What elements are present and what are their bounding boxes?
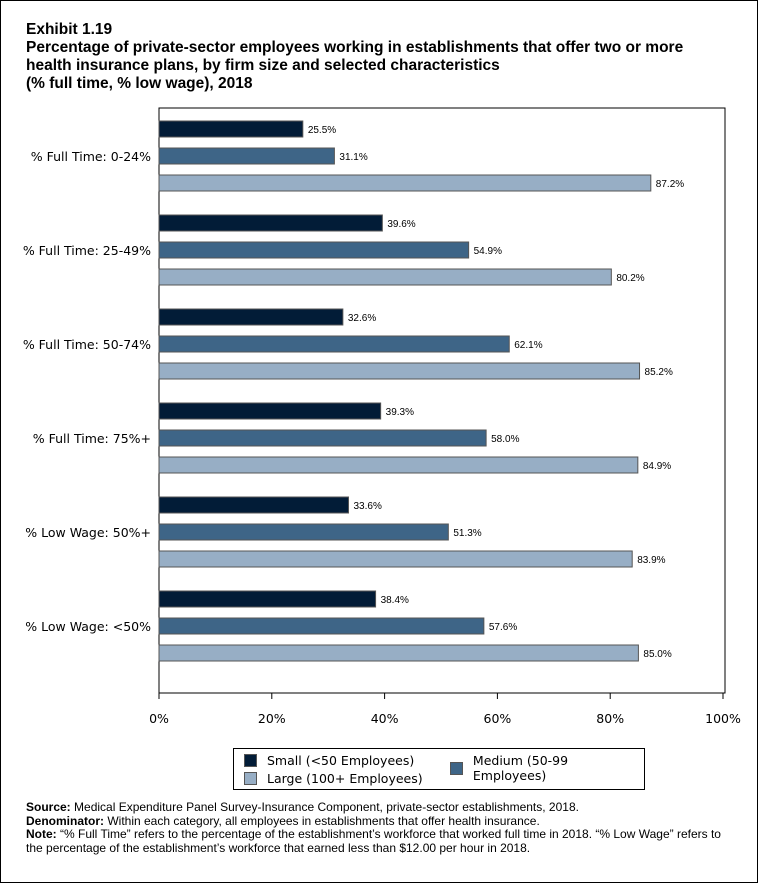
legend-item-medium: Medium (50-99 Employees)	[450, 753, 644, 783]
note-label: Source:	[26, 800, 71, 814]
data-label: 31.1%	[339, 152, 367, 163]
note-text: Within each category, all employees in e…	[104, 813, 540, 828]
data-label: 38.4%	[381, 595, 409, 606]
category-label: % Full Time: 0-24%	[31, 149, 151, 164]
legend-item-small: Small (<50 Employees)	[244, 753, 414, 768]
bar	[158, 268, 612, 286]
definition-note: Note: “% Full Time” refers to the percen…	[26, 827, 736, 855]
note-text: Medical Expenditure Panel Survey-Insuran…	[70, 800, 579, 814]
bar	[158, 429, 487, 447]
category-label: % Low Wage: 50%+	[25, 525, 151, 540]
source-note: Source: Medical Expenditure Panel Survey…	[26, 800, 736, 815]
data-label: 85.2%	[645, 367, 673, 378]
category-label: % Full Time: 25-49%	[23, 243, 151, 258]
note-text: “% Full Time” refers to the percentage o…	[26, 827, 721, 855]
x-tick-label: 60%	[484, 711, 512, 726]
bar	[158, 402, 382, 420]
x-tick-label: 0%	[149, 711, 169, 726]
legend-swatch-large	[244, 772, 257, 785]
data-label: 80.2%	[616, 273, 644, 284]
data-label: 32.6%	[348, 313, 376, 324]
x-tick-label: 100%	[705, 711, 741, 726]
legend: Small (<50 Employees) Medium (50-99 Empl…	[233, 748, 645, 790]
category-label: % Low Wage: <50%	[25, 619, 151, 634]
data-label: 83.9%	[637, 555, 665, 566]
bar	[158, 496, 350, 514]
data-label: 51.3%	[453, 528, 481, 539]
data-label: 84.9%	[643, 461, 671, 472]
bar-chart: 25.5% 31.1% 87.2% % Full Time: 0-24% 39.6% 54…	[23, 107, 741, 726]
bar	[158, 550, 633, 568]
denominator-note: Denominator: Within each category, all e…	[26, 813, 736, 829]
data-label: 57.6%	[489, 622, 517, 633]
bar	[158, 644, 639, 662]
data-label: 39.3%	[386, 407, 414, 418]
data-label: 87.2%	[656, 179, 684, 190]
legend-swatch-medium	[450, 761, 463, 775]
chart-title-line-1: Percentage of private-sector employees w…	[26, 39, 684, 56]
bar	[158, 174, 652, 192]
bar	[158, 147, 335, 165]
bar	[158, 335, 510, 353]
data-label: 85.0%	[643, 649, 671, 660]
legend-label-large: Large (100+ Employees)	[267, 771, 423, 786]
chart-title-line-3: (% full time, % low wage), 2018	[26, 75, 253, 92]
data-label: 39.6%	[387, 219, 415, 230]
category-label: % Full Time: 75%+	[33, 431, 151, 446]
bar	[158, 362, 641, 380]
bar	[158, 120, 304, 138]
legend-label-small: Small (<50 Employees)	[267, 753, 415, 768]
notes: Source: Medical Expenditure Panel Survey…	[26, 800, 736, 855]
bar	[158, 241, 470, 259]
x-tick-label: 80%	[596, 711, 624, 726]
legend-item-large: Large (100+ Employees)	[244, 771, 423, 786]
data-label: 25.5%	[308, 125, 336, 136]
legend-label-medium: Medium (50-99 Employees)	[472, 753, 569, 783]
note-label: Denominator:	[26, 813, 104, 828]
exhibit-number: Exhibit 1.19	[26, 21, 113, 38]
x-tick-label: 20%	[258, 711, 286, 726]
bar	[158, 456, 639, 474]
x-tick-label: 40%	[371, 711, 399, 726]
bar	[158, 590, 377, 608]
bar	[158, 523, 449, 541]
bar	[158, 308, 344, 326]
data-label: 33.6%	[354, 501, 382, 512]
plot-area	[158, 107, 726, 694]
legend-swatch-small	[244, 754, 257, 767]
data-label: 62.1%	[514, 340, 542, 351]
bar	[158, 214, 383, 232]
chart-title-line-2: health insurance plans, by firm size and…	[26, 57, 500, 74]
category-label: % Full Time: 50-74%	[23, 337, 151, 352]
data-label: 58.0%	[491, 434, 519, 445]
data-label: 54.9%	[474, 246, 502, 257]
bar	[158, 617, 485, 635]
note-label: Note:	[26, 827, 57, 841]
